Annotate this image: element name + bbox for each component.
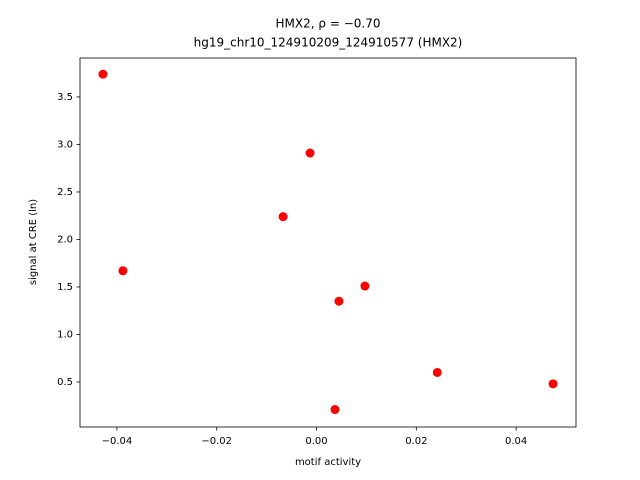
point (98, 69, 108, 79)
x-axis-label: motif activity (295, 457, 361, 468)
y-axis-label: signal at CRE (ln) (28, 199, 39, 285)
y-tick-label: 3.0 (57, 139, 73, 150)
point (330, 405, 340, 415)
point (432, 367, 442, 377)
x-tick-label: 0.02 (405, 436, 427, 447)
x-tick-label: 0.00 (305, 436, 327, 447)
point (548, 379, 558, 389)
chart-title: HMX2, ρ = −0.70 (276, 17, 381, 31)
x-tick-label: −0.04 (102, 436, 133, 447)
point (118, 266, 128, 276)
y-tick-label: 1.0 (57, 329, 73, 340)
y-tick-label: 1.5 (57, 282, 73, 293)
point (360, 281, 370, 291)
y-tick-label: 2.5 (57, 187, 73, 198)
plot-frame (79, 57, 577, 428)
y-tick-label: 0.5 (57, 377, 73, 388)
x-tick-label: 0.04 (505, 436, 527, 447)
y-tick-label: 2.0 (57, 234, 73, 245)
x-tick-label: −0.02 (201, 436, 232, 447)
chart-subtitle: hg19_chr10_124910209_124910577 (HMX2) (194, 36, 463, 50)
point (305, 148, 315, 158)
point (278, 212, 288, 222)
y-tick-label: 3.5 (57, 92, 73, 103)
point (334, 296, 344, 306)
